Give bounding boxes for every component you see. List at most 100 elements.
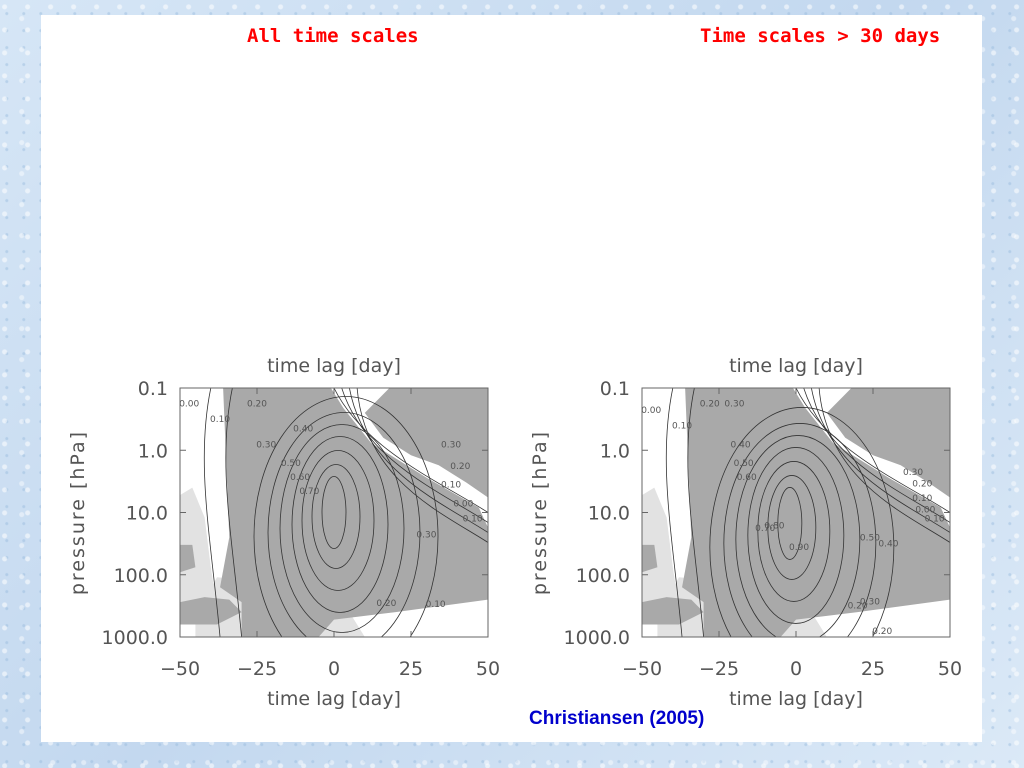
y-tick-label: 0.1 [138, 378, 168, 400]
contour-label: 0.10 [912, 494, 932, 504]
significant-region-upper-right [826, 388, 950, 498]
y-tick-label: 100.0 [576, 565, 630, 587]
x-tick-label: −25 [699, 658, 739, 680]
contour-label: 0.10 [925, 515, 945, 525]
x-axis-title: time lag [day] [267, 688, 401, 710]
contour-label: 0.20 [450, 462, 470, 472]
contour-label: 0.20 [376, 599, 396, 609]
x-tick-label: 25 [399, 658, 423, 680]
significant-region-left-edge [642, 544, 658, 573]
contour-line [225, 388, 242, 637]
y-tick-label: 1000.0 [564, 627, 630, 649]
contour-label: 0.20 [872, 627, 892, 637]
contour-label: 0.80 [764, 521, 784, 531]
contour-label: 0.10 [426, 600, 446, 610]
contour-label: 0.60 [737, 473, 757, 483]
contour-label: 0.00 [179, 400, 199, 410]
significant-region [682, 388, 950, 637]
y-tick-label: 1.0 [138, 440, 168, 462]
contour-line [253, 396, 439, 637]
significant-region-left-edge [180, 544, 196, 573]
plot-area: 0.000.100.20 0.300.400.500.600.700.800.90… [641, 388, 950, 637]
header-all-time-scales: All time scales [247, 25, 419, 47]
contour-line [803, 388, 950, 523]
contour-line [777, 487, 803, 560]
contour-label: 0.10 [441, 481, 461, 491]
contour-line [267, 412, 421, 637]
contour-line [723, 423, 877, 637]
contour-label: 0.10 [210, 415, 230, 425]
x-tick-label: −50 [160, 658, 200, 680]
contour-label: 0.30 [724, 400, 744, 410]
significant-region-upper-right [364, 388, 488, 498]
y-tick-label: 1000.0 [102, 627, 168, 649]
contour-line [349, 388, 488, 533]
contour-label: 0.40 [293, 425, 313, 435]
contour-label: 0.20 [700, 400, 720, 410]
contour-line [747, 447, 845, 624]
contour-label: 0.00 [641, 406, 661, 416]
contour-line [735, 435, 861, 637]
y-tick-label: 10.0 [126, 503, 168, 525]
contour-label: 0.50 [281, 459, 301, 469]
light-shade-region [180, 487, 217, 620]
contour-label: 0.30 [860, 597, 880, 607]
contour-label: 0.10 [463, 515, 483, 525]
chart-right-panel: 0.000.100.20 0.300.400.500.600.700.800.90… [529, 355, 962, 710]
contour-line [767, 475, 817, 580]
contour-line [356, 388, 488, 543]
contour-label: 0.60 [290, 473, 310, 483]
plot-area: 0.00 0.10 0.20 0.30 0.40 0.50 0.60 0.70 0.30 0.20… [179, 388, 488, 637]
contour-line [301, 450, 375, 591]
contour-line [818, 388, 950, 543]
chart-left-panel: 0.000.100.200.300.400.500.600.700.300.20… [67, 355, 500, 710]
contour-label: 0.30 [416, 530, 436, 540]
contour-label: 0.00 [915, 506, 935, 516]
contour-line [279, 424, 405, 633]
significant-region-lower-left [642, 597, 704, 625]
significant-region-lower-left [180, 597, 242, 625]
contour-label: 0.40 [878, 539, 898, 549]
x-axis-title-top: time lag [day] [267, 355, 401, 377]
x-tick-label: 0 [790, 658, 802, 680]
citation: Christiansen (2005) [529, 708, 705, 729]
x-tick-label: −25 [237, 658, 277, 680]
contour-label: 0.50 [734, 459, 754, 469]
contour-label: 0.90 [789, 543, 809, 553]
contour-line [757, 461, 831, 602]
y-tick-label: 10.0 [588, 503, 630, 525]
contour-label: 0.20 [247, 400, 267, 410]
contour-line [203, 388, 221, 637]
contour-label: 0.20 [912, 479, 932, 489]
contour-label: 0.30 [903, 468, 923, 478]
contour-line [795, 388, 950, 513]
header-time-scales-over-30-days: Time scales > 30 days [700, 25, 941, 47]
contour-label: 0.30 [256, 440, 276, 450]
x-tick-label: −50 [622, 658, 662, 680]
contour-line [341, 388, 488, 523]
x-tick-label: 0 [328, 658, 340, 680]
contour-line [665, 388, 683, 637]
contour-line [321, 476, 347, 549]
x-tick-label: 25 [861, 658, 885, 680]
y-tick-label: 1.0 [600, 440, 630, 462]
contour-line [811, 388, 950, 533]
contour-label: 0.30 [441, 440, 461, 450]
y-tick-label: 0.1 [600, 378, 630, 400]
contour-label: 0.70 [299, 487, 319, 497]
contour-label: 0.20 [848, 602, 868, 612]
y-axis-title: pressure [hPa] [529, 430, 551, 595]
x-axis-title: time lag [day] [729, 688, 863, 710]
light-shade-region [642, 487, 679, 620]
x-tick-label: 50 [938, 658, 962, 680]
contour-line [291, 436, 389, 613]
contour-line [311, 464, 361, 569]
y-tick-label: 100.0 [114, 565, 168, 587]
significant-region [220, 388, 488, 637]
y-axis-title: pressure [hPa] [67, 430, 89, 595]
contour-line [333, 388, 488, 513]
x-tick-label: 50 [476, 658, 500, 680]
x-axis-title-top: time lag [day] [729, 355, 863, 377]
contour-line [709, 407, 895, 637]
